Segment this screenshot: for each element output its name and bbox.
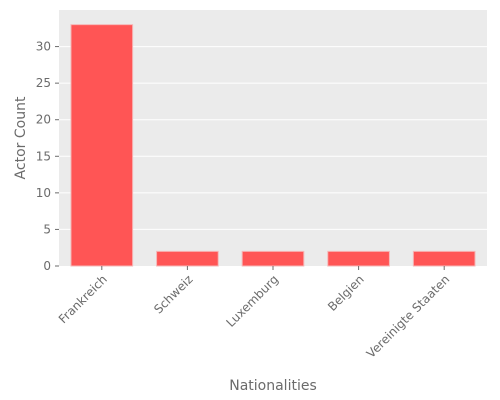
y-tick-label: 30 (36, 40, 51, 54)
y-tick-label: 10 (36, 186, 51, 200)
y-tick-label: 20 (36, 113, 51, 127)
y-tick-label: 0 (43, 259, 51, 273)
y-tick-label: 15 (36, 149, 51, 163)
x-axis-title: Nationalities (229, 378, 317, 394)
bar (156, 250, 219, 267)
bar (241, 250, 305, 267)
x-tick-label: Belgien (325, 272, 367, 314)
x-tick-label: Luxemburg (224, 272, 282, 330)
y-axis-ticks: 0 5 10 15 20 25 30 (36, 40, 59, 273)
x-tick-label: Vereinigte Staaten (364, 272, 453, 361)
x-tick-label: Schweiz (151, 272, 195, 316)
x-axis-ticks: Frankreich Schweiz Luxemburg BelgienVereini… (56, 266, 452, 361)
x-tick-label: Frankreich (56, 272, 110, 326)
y-tick-label: 5 (43, 222, 51, 236)
bar (327, 250, 390, 267)
y-tick-label: 25 (36, 76, 51, 90)
y-axis-title: Actor Count (13, 96, 29, 179)
bars (70, 24, 476, 267)
bar (70, 24, 134, 267)
bar (412, 250, 476, 267)
